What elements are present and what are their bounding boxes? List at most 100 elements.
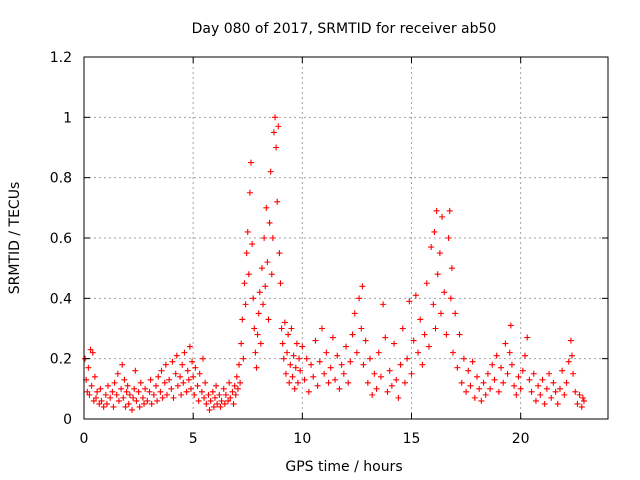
data-point bbox=[142, 385, 149, 392]
data-point bbox=[456, 331, 463, 338]
data-point bbox=[308, 361, 315, 368]
data-point bbox=[278, 325, 285, 332]
data-point bbox=[241, 280, 248, 287]
data-point bbox=[168, 385, 175, 392]
data-point bbox=[369, 391, 376, 398]
data-point bbox=[359, 283, 366, 290]
data-point bbox=[433, 207, 440, 214]
data-point bbox=[100, 403, 107, 410]
data-point bbox=[288, 325, 295, 332]
data-point bbox=[124, 382, 131, 389]
data-point bbox=[173, 352, 180, 359]
data-point bbox=[478, 397, 485, 404]
data-point bbox=[364, 379, 371, 386]
data-point bbox=[469, 358, 476, 365]
data-point bbox=[110, 403, 117, 410]
data-point bbox=[262, 283, 269, 290]
data-point bbox=[230, 400, 237, 407]
data-point bbox=[102, 391, 109, 398]
data-point bbox=[358, 325, 365, 332]
y-tick-labels: 0 0.2 0.4 0.6 0.8 1 1.2 bbox=[50, 50, 72, 428]
data-point bbox=[172, 370, 179, 377]
data-point bbox=[255, 310, 262, 317]
data-point bbox=[245, 271, 252, 278]
data-point bbox=[141, 400, 148, 407]
data-point bbox=[393, 376, 400, 383]
data-point bbox=[131, 385, 138, 392]
data-point bbox=[522, 352, 529, 359]
data-point bbox=[347, 358, 354, 365]
data-point bbox=[284, 349, 291, 356]
data-point bbox=[299, 343, 306, 350]
data-point bbox=[146, 388, 153, 395]
data-point bbox=[290, 352, 297, 359]
data-point bbox=[386, 367, 393, 374]
data-point bbox=[210, 403, 217, 410]
data-point bbox=[441, 289, 448, 296]
data-point bbox=[281, 319, 288, 326]
data-point bbox=[217, 403, 224, 410]
data-point bbox=[434, 271, 441, 278]
data-point bbox=[430, 301, 437, 308]
data-point bbox=[572, 388, 579, 395]
data-point bbox=[487, 385, 494, 392]
data-point bbox=[463, 388, 470, 395]
data-point bbox=[163, 391, 170, 398]
data-point bbox=[115, 397, 122, 404]
data-point bbox=[279, 340, 286, 347]
data-point bbox=[431, 228, 438, 235]
data-point bbox=[249, 241, 256, 248]
data-point bbox=[240, 355, 247, 362]
x-tick-label: 10 bbox=[293, 431, 311, 447]
data-point bbox=[229, 388, 236, 395]
data-point bbox=[147, 376, 154, 383]
data-point bbox=[349, 331, 356, 338]
data-point bbox=[513, 391, 520, 398]
data-point bbox=[153, 382, 160, 389]
data-point bbox=[563, 379, 570, 386]
data-point bbox=[443, 331, 450, 338]
data-point bbox=[554, 400, 561, 407]
data-point bbox=[86, 391, 93, 398]
data-point bbox=[550, 379, 557, 386]
data-point bbox=[528, 388, 535, 395]
data-point bbox=[184, 367, 191, 374]
data-point bbox=[567, 337, 574, 344]
data-point bbox=[253, 364, 260, 371]
data-point bbox=[489, 361, 496, 368]
data-point bbox=[264, 259, 271, 266]
y-axis-label: SRMTID / TECUs bbox=[7, 182, 23, 295]
data-point bbox=[388, 382, 395, 389]
data-point bbox=[375, 349, 382, 356]
data-point bbox=[467, 382, 474, 389]
x-tick-label: 5 bbox=[189, 431, 198, 447]
y-tick-label: 0.8 bbox=[50, 171, 72, 187]
data-point bbox=[252, 349, 259, 356]
data-point bbox=[177, 373, 184, 380]
data-point bbox=[546, 370, 553, 377]
data-point bbox=[338, 361, 345, 368]
data-point bbox=[305, 388, 312, 395]
data-point bbox=[332, 376, 339, 383]
data-point bbox=[436, 250, 443, 257]
data-point bbox=[256, 289, 263, 296]
data-point bbox=[273, 144, 280, 151]
x-tick-label: 20 bbox=[512, 431, 530, 447]
data-point bbox=[336, 385, 343, 392]
data-point bbox=[194, 382, 201, 389]
data-point bbox=[250, 295, 257, 302]
data-point bbox=[401, 379, 408, 386]
data-point bbox=[286, 379, 293, 386]
data-point bbox=[84, 388, 91, 395]
data-point bbox=[360, 361, 367, 368]
data-point bbox=[129, 406, 136, 413]
data-point bbox=[166, 376, 173, 383]
data-point bbox=[384, 388, 391, 395]
data-point bbox=[399, 325, 406, 332]
data-point bbox=[293, 340, 300, 347]
data-point bbox=[432, 325, 439, 332]
data-point bbox=[373, 385, 380, 392]
data-point bbox=[471, 394, 478, 401]
data-point bbox=[559, 367, 566, 374]
data-point bbox=[113, 391, 120, 398]
